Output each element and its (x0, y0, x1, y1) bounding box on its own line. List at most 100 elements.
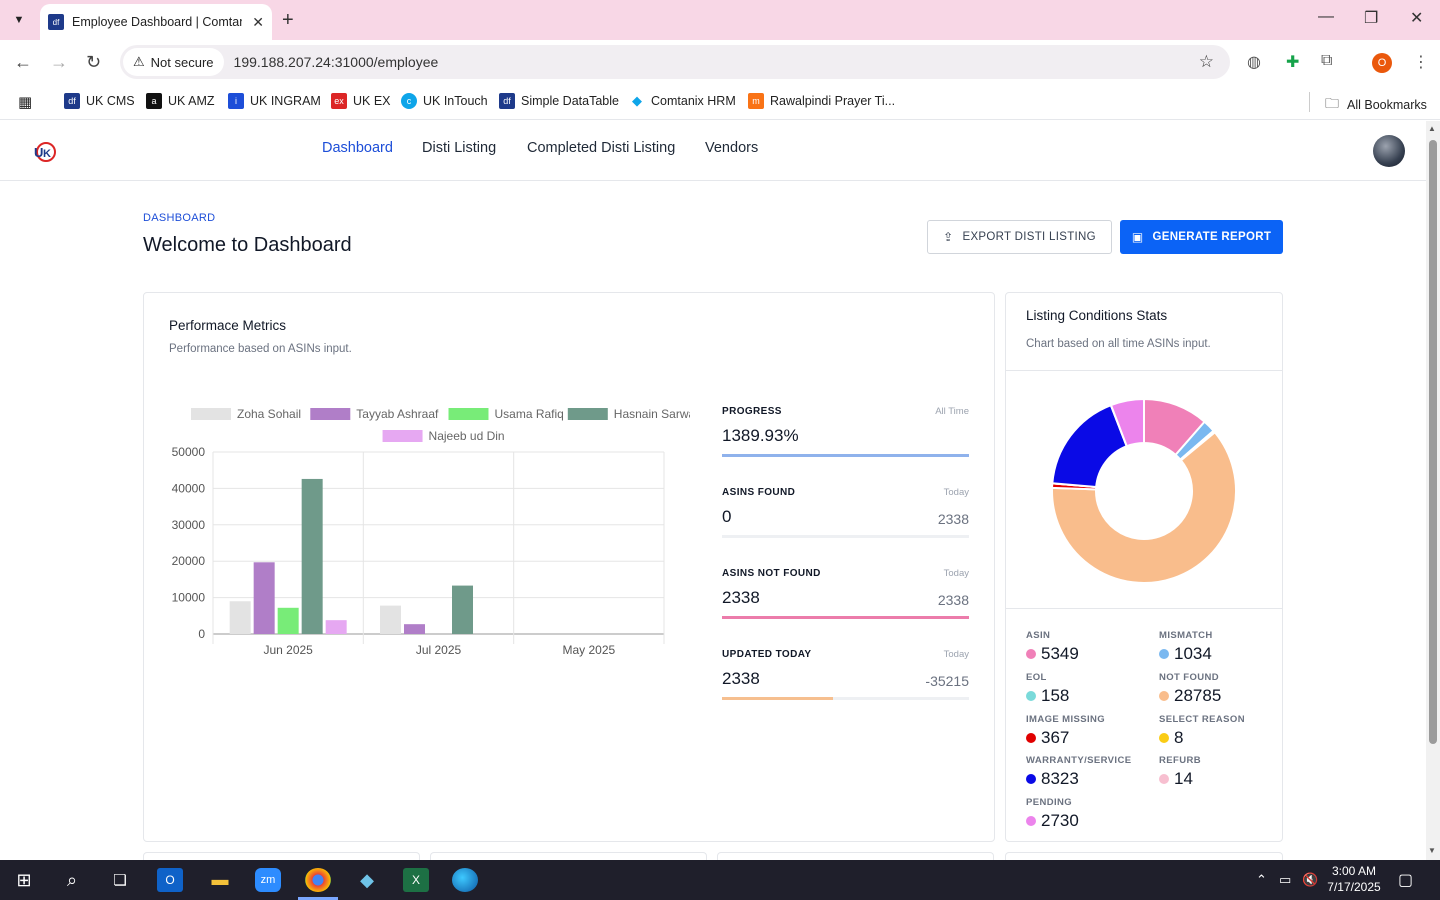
bookmark-uk-cms[interactable]: df UK CMS (64, 93, 135, 109)
donut-slice (1109, 397, 1145, 448)
metric-label: PROGRESS (722, 406, 782, 417)
tab-search-icon[interactable]: ▼ (13, 14, 25, 26)
notifications-icon[interactable]: ▢ (1398, 872, 1414, 889)
bookmark-label: Simple DataTable (521, 94, 619, 108)
bookmark-uk-ex[interactable]: ex UK EX (331, 93, 391, 109)
metric-period: Today (943, 487, 969, 498)
stat-value: 367 (1026, 728, 1105, 748)
windows-start-icon[interactable]: ⊞ (16, 869, 32, 890)
new-tab-icon[interactable]: + (282, 9, 294, 31)
legend-label: Tayyab Ashraaf (356, 407, 439, 421)
bookmarks-bar: ▦ df UK CMS a UK AMZ i UK INGRAM ex UK E… (0, 86, 1440, 120)
url-text[interactable]: 199.188.207.24:31000/employee (233, 54, 439, 70)
generate-report-button[interactable]: ▣ GENERATE REPORT (1120, 220, 1283, 254)
close-window-icon[interactable]: ✕ (1410, 10, 1424, 27)
maximize-icon[interactable]: ❐ (1364, 10, 1379, 27)
stat-value: 8 (1159, 728, 1245, 748)
excel-icon[interactable]: X (403, 868, 429, 892)
network-icon[interactable]: ▭ (1279, 872, 1292, 887)
stat-not-found: NOT FOUND 28785 (1159, 672, 1221, 706)
volume-muted-icon[interactable]: 🔇 (1302, 872, 1319, 887)
scroll-down-icon[interactable]: ▼ (1428, 846, 1436, 855)
extension-plus-icon[interactable]: ✚ (1286, 54, 1300, 71)
bar (253, 562, 275, 634)
page-title: Welcome to Dashboard (143, 234, 352, 256)
bookmark-favicon-icon: c (401, 93, 417, 109)
extensions-puzzle-icon[interactable]: ⧉ (1321, 52, 1333, 69)
stat-color-dot (1026, 816, 1036, 826)
browser-tab[interactable]: df Employee Dashboard | Comtanix ✕ (40, 4, 272, 40)
nav-disti-listing[interactable]: Disti Listing (422, 140, 497, 156)
active-app-indicator (298, 897, 338, 900)
tray-chevron-icon[interactable]: ⌃ (1256, 872, 1267, 887)
metric-progress-track (722, 697, 969, 700)
apps-grid-icon[interactable]: ▦ (18, 94, 33, 111)
bookmark-star-icon[interactable]: ☆ (1198, 52, 1214, 71)
stat-value: 1034 (1159, 644, 1213, 664)
bookmark-favicon-icon: df (499, 93, 515, 109)
nav-vendors[interactable]: Vendors (705, 140, 759, 156)
legend-swatch (382, 430, 423, 442)
tab-title: Employee Dashboard | Comtanix (72, 15, 242, 29)
bar (380, 605, 401, 634)
metric-value: 1389.93% (722, 426, 799, 445)
user-avatar[interactable] (1373, 135, 1405, 167)
export-label: EXPORT DISTI LISTING (962, 231, 1096, 243)
legend-swatch (310, 408, 351, 420)
all-bookmarks[interactable]: 🗀 All Bookmarks (1325, 93, 1427, 117)
translate-icon[interactable]: ◍ (1247, 54, 1261, 71)
donut-slice (1051, 430, 1237, 584)
metric-progress-fill (722, 454, 969, 457)
stat-label: ASIN (1026, 630, 1051, 641)
bookmark-label: UK INGRAM (250, 94, 321, 108)
y-tick-label: 40000 (172, 481, 206, 495)
back-icon[interactable]: ← (14, 52, 32, 72)
task-view-icon[interactable]: ❏ (113, 872, 127, 889)
file-explorer-icon[interactable]: ▬ (211, 870, 229, 889)
stat-label: REFURB (1159, 755, 1201, 766)
outlook-icon[interactable]: O (157, 868, 183, 892)
zoom-icon[interactable]: zm (255, 868, 281, 892)
bookmark-simple-datatable[interactable]: df Simple DataTable (499, 93, 619, 109)
nav-dashboard[interactable]: Dashboard (322, 140, 393, 156)
uk-logo-icon[interactable]: U K (32, 139, 58, 165)
bar (404, 624, 425, 634)
close-tab-icon[interactable]: ✕ (252, 13, 264, 30)
forward-icon[interactable]: → (50, 52, 68, 72)
bookmarks-divider (1309, 92, 1310, 112)
bookmark-comtanix-hrm[interactable]: ◆ Comtanix HRM (629, 93, 736, 109)
breadcrumb[interactable]: DASHBOARD (143, 212, 216, 224)
chrome-icon[interactable] (305, 868, 331, 892)
stat-image-missing: IMAGE MISSING 367 (1026, 714, 1105, 748)
scroll-up-icon[interactable]: ▲ (1428, 124, 1436, 133)
metric-value: 2338 (722, 588, 760, 607)
legend-label: Hasnain Sarwar (614, 407, 690, 421)
scrollbar-thumb[interactable] (1429, 140, 1437, 744)
metric-label: ASINS FOUND (722, 487, 796, 498)
reload-icon[interactable]: ↻ (86, 52, 102, 72)
edge-icon[interactable] (452, 868, 478, 892)
bookmark-uk-ingram[interactable]: i UK INGRAM (228, 93, 321, 109)
y-tick-label: 20000 (172, 554, 206, 568)
bookmark-rawalpindi-prayer[interactable]: m Rawalpindi Prayer Ti... (748, 93, 895, 109)
browser-tab-bar: ▼ df Employee Dashboard | Comtanix ✕ + —… (0, 0, 1440, 40)
stat-label: IMAGE MISSING (1026, 714, 1106, 725)
stat-number: 5349 (1041, 644, 1079, 663)
stat-label: EOL (1026, 672, 1047, 683)
app-icon[interactable]: ◆ (360, 869, 374, 890)
stat-value: 28785 (1159, 686, 1221, 706)
bookmark-uk-intouch[interactable]: c UK InTouch (401, 93, 488, 109)
profile-avatar-icon[interactable]: O (1372, 53, 1392, 73)
system-clock[interactable]: 3:00 AM 7/17/2025 (1326, 863, 1382, 895)
security-indicator[interactable]: ⚠ Not secure (123, 48, 224, 76)
stat-color-dot (1159, 774, 1169, 784)
export-disti-listing-button[interactable]: ⇪ EXPORT DISTI LISTING (927, 220, 1112, 254)
stat-label: PENDING (1026, 797, 1073, 808)
omnibox[interactable]: ⚠ Not secure 199.188.207.24:31000/employ… (120, 45, 1230, 79)
bookmark-uk-amz[interactable]: a UK AMZ (146, 93, 215, 109)
minimize-icon[interactable]: — (1318, 8, 1334, 25)
metric-compare: 2338 (937, 511, 969, 527)
search-icon[interactable]: ⌕ (66, 869, 78, 890)
nav-completed-disti-listing[interactable]: Completed Disti Listing (527, 140, 676, 156)
chrome-menu-icon[interactable]: ⋮ (1413, 54, 1429, 71)
